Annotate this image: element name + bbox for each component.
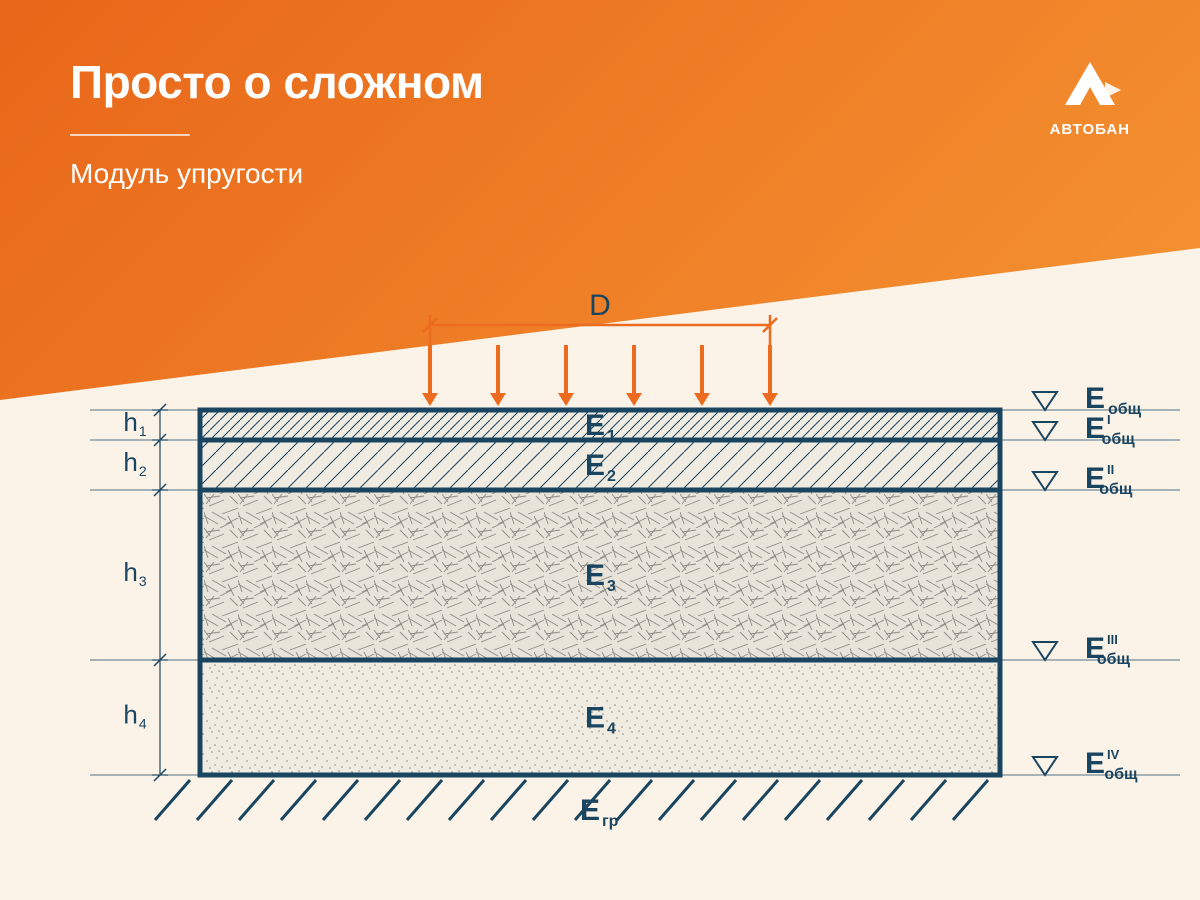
load-arrows: D xyxy=(422,290,778,406)
marker-triangle-0 xyxy=(1033,392,1057,410)
marker-triangle-3 xyxy=(1033,642,1057,660)
ground-hatch xyxy=(617,780,652,820)
title-divider xyxy=(70,134,190,136)
logo-icon xyxy=(1055,60,1125,115)
ground-hatch xyxy=(407,780,442,820)
ground-hatch xyxy=(281,780,316,820)
subtitle: Модуль упругости xyxy=(70,158,484,190)
h-label-3: h3 xyxy=(123,557,146,589)
diagram: E1E2E3E4 EобщEIобщEIIобщEIIIобщEIVобщ h1… xyxy=(0,290,1200,900)
left-dimensions: h1 h2 h3 h4 xyxy=(123,404,168,781)
load-label-D: D xyxy=(589,290,611,322)
ground-hatch xyxy=(449,780,484,820)
marker-triangle-1 xyxy=(1033,422,1057,440)
ground-hatch xyxy=(827,780,862,820)
ground-hatch xyxy=(953,780,988,820)
ground-hatch xyxy=(197,780,232,820)
marker-triangle-4 xyxy=(1033,757,1057,775)
ground-hatch xyxy=(659,780,694,820)
ground-hatch xyxy=(701,780,736,820)
h-label-2: h2 xyxy=(123,447,146,479)
ground-hatch xyxy=(785,780,820,820)
ground-hatch xyxy=(869,780,904,820)
marker-label-4: EIVобщ xyxy=(1085,747,1138,783)
ground-hatch xyxy=(491,780,526,820)
ground: Eгр xyxy=(155,780,988,830)
title: Просто о сложном xyxy=(70,55,484,109)
logo-text: АВТОБАН xyxy=(1050,121,1130,138)
ground-hatch xyxy=(911,780,946,820)
right-markers: EобщEIобщEIIобщEIIIобщEIVобщ xyxy=(1033,382,1142,783)
marker-triangle-2 xyxy=(1033,472,1057,490)
ground-label: Eгр xyxy=(580,794,619,830)
layers: E1E2E3E4 xyxy=(90,409,1180,775)
ground-hatch xyxy=(323,780,358,820)
ground-hatch xyxy=(239,780,274,820)
logo: АВТОБАН xyxy=(1050,60,1130,138)
marker-label-3: EIIIобщ xyxy=(1085,632,1131,668)
ground-hatch xyxy=(365,780,400,820)
ground-hatch xyxy=(155,780,190,820)
marker-label-2: EIIобщ xyxy=(1085,462,1133,498)
ground-hatch xyxy=(743,780,778,820)
header: Просто о сложном Модуль упругости xyxy=(70,55,484,190)
h-label-4: h4 xyxy=(123,700,146,732)
ground-hatch xyxy=(533,780,568,820)
h-label-1: h1 xyxy=(123,407,146,439)
